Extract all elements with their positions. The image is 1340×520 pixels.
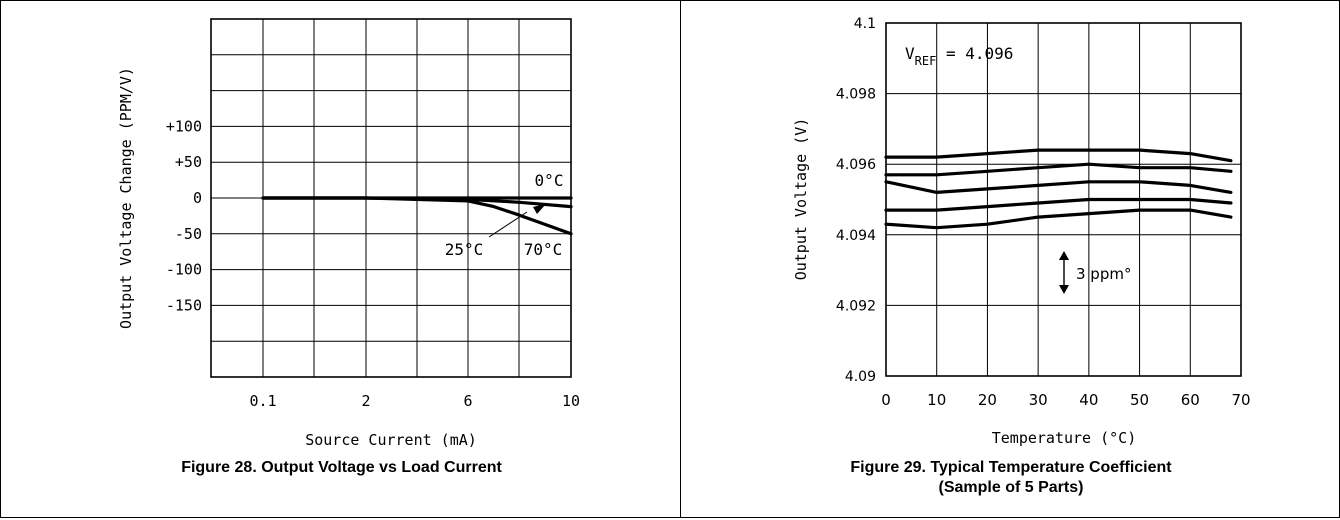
y-tick-label: -150	[166, 296, 202, 314]
y-axis-title: Output Voltage (V)	[792, 118, 810, 281]
y-tick-label: +100	[166, 117, 202, 135]
chart-output-voltage-vs-load-current: +100 +50 0 -50 -100 -150 0.1 2 6 10 Source Current…	[117, 18, 580, 449]
figure-29-panel: 4.1 4.098 4.096 4.094 4.092 4.09 0 10 20 30 40 50 60…	[680, 0, 1340, 518]
chart-temperature-coefficient: 4.1 4.098 4.096 4.094 4.092 4.09 0 10 20 30 40 50 60…	[792, 16, 1251, 447]
series-line-part-1	[884, 148, 1233, 163]
y-tick-label: 4.09	[845, 369, 876, 385]
arrow-down-icon	[1059, 285, 1069, 294]
figure-28-panel: +100 +50 0 -50 -100 -150 0.1 2 6 10 Source Current…	[0, 0, 681, 518]
y-tick-label: 0	[193, 189, 202, 207]
x-axis-title: Temperature (°C)	[992, 429, 1137, 447]
x-tick-label: 60	[1181, 391, 1200, 409]
series-label-70c: 70°C	[524, 240, 563, 259]
y-tick-label: 4.094	[836, 228, 876, 244]
y-tick-label: -100	[166, 261, 202, 279]
series-line-part-3	[884, 180, 1233, 194]
y-tick-label: 4.092	[836, 298, 876, 314]
arrow-head-icon	[533, 204, 546, 214]
x-tick-label: 0	[881, 391, 891, 409]
series-label-0c: 0°C	[535, 171, 564, 190]
x-tick-label: 30	[1029, 391, 1048, 409]
x-tick-label: 70	[1231, 391, 1250, 409]
y-tick-label: 4.098	[836, 87, 876, 103]
scale-label: 3 ppm°	[1076, 265, 1131, 283]
x-tick-label: 2	[361, 392, 370, 410]
figure-29-caption-line-1: Figure 29. Typical Temperature Coefficie…	[850, 459, 1172, 476]
y-tick-label: -50	[175, 225, 202, 243]
x-axis-title: Source Current (mA)	[305, 431, 477, 449]
series-label-25c: 25°C	[445, 240, 484, 259]
figure-28-caption: Figure 28. Output Voltage vs Load Curren…	[181, 459, 502, 476]
y-axis-title: Output Voltage Change (PPM/V)	[117, 67, 135, 329]
y-tick-label: 4.096	[836, 157, 876, 173]
arrow-up-icon	[1059, 251, 1069, 260]
x-tick-label: 6	[463, 392, 472, 410]
x-tick-label: 40	[1079, 391, 1098, 409]
plot-frame	[885, 22, 1242, 377]
y-tick-label: +50	[175, 153, 202, 171]
figure-29-caption-line-2: (Sample of 5 Parts)	[938, 479, 1084, 496]
x-tick-label: 10	[927, 391, 946, 409]
vref-annotation: VREF = 4.096	[905, 44, 1013, 68]
x-tick-label: 20	[978, 391, 997, 409]
series-line-part-5	[884, 208, 1233, 230]
series-label-25c-leader	[488, 211, 528, 238]
series-line-70c	[261, 196, 573, 236]
x-tick-label: 0.1	[249, 392, 276, 410]
series-line-part-2	[884, 162, 1233, 177]
x-tick-label: 10	[562, 392, 580, 410]
x-tick-label: 50	[1130, 391, 1149, 409]
series-line-part-4	[884, 197, 1233, 212]
y-tick-label: 4.1	[854, 16, 876, 32]
